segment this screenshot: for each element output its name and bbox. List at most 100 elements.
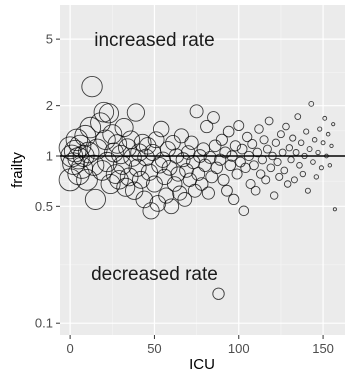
- y-tick-label: 1: [46, 148, 53, 163]
- data-point: [332, 207, 337, 212]
- data-point: [152, 120, 170, 138]
- data-point: [215, 133, 228, 146]
- data-point: [296, 161, 303, 169]
- annotation-increased-rate: increased rate: [94, 30, 214, 51]
- data-point: [125, 181, 144, 200]
- y-axis: 0.1 0.5 1 2 5: [35, 32, 60, 331]
- data-point: [294, 113, 302, 120]
- data-point: [331, 122, 336, 127]
- data-point: [221, 184, 233, 197]
- x-tick-label: 0: [67, 341, 74, 356]
- data-point: [299, 170, 307, 178]
- data-point: [329, 143, 334, 148]
- y-tick-label: 2: [46, 98, 53, 113]
- data-point: [170, 166, 186, 182]
- y-axis-title: frailty: [9, 152, 26, 188]
- data-point: [161, 159, 178, 176]
- data-point: [317, 126, 323, 132]
- data-point: [280, 166, 289, 175]
- x-axis-title: ICU: [189, 356, 215, 373]
- data-point: [285, 144, 293, 152]
- data-point: [313, 174, 320, 180]
- data-point: [95, 129, 116, 150]
- data-point: [266, 163, 276, 173]
- data-point: [175, 152, 191, 168]
- data-point: [194, 177, 209, 191]
- data-point: [200, 119, 214, 134]
- x-tick-label: 50: [147, 341, 161, 356]
- data-point: [289, 134, 297, 142]
- data-point: [247, 139, 258, 149]
- data-point: [256, 169, 266, 179]
- data-point: [254, 124, 264, 134]
- data-point: [273, 157, 282, 167]
- data-point: [250, 185, 261, 196]
- data-point: [100, 173, 121, 195]
- data-point: [173, 128, 189, 144]
- data-point: [283, 180, 292, 188]
- data-point: [203, 150, 217, 164]
- data-point: [177, 192, 193, 207]
- data-point: [166, 176, 183, 192]
- data-point: [212, 287, 225, 300]
- data-point: [325, 131, 331, 137]
- data-point: [123, 148, 142, 167]
- data-point: [297, 139, 305, 146]
- data-point: [275, 172, 284, 181]
- data-point: [207, 111, 220, 124]
- data-point: [114, 117, 134, 138]
- data-point: [271, 138, 280, 147]
- data-point: [236, 143, 248, 155]
- data-point: [306, 146, 313, 153]
- data-point: [163, 198, 180, 215]
- data-point: [102, 124, 123, 145]
- data-point: [264, 116, 274, 126]
- data-point: [304, 187, 311, 194]
- data-point: [184, 135, 199, 150]
- data-point: [242, 131, 253, 143]
- data-point: [315, 149, 321, 156]
- data-point: [262, 144, 272, 154]
- data-point: [97, 151, 118, 173]
- x-axis: 0 50 100 150: [67, 335, 334, 356]
- data-point: [327, 163, 333, 168]
- data-point: [151, 157, 168, 174]
- data-point: [111, 144, 131, 165]
- data-point: [98, 103, 119, 124]
- data-point: [322, 115, 328, 121]
- data-point: [126, 103, 145, 122]
- data-point: [84, 188, 106, 210]
- data-point: [233, 120, 245, 132]
- data-point: [107, 134, 128, 154]
- data-point: [320, 140, 326, 146]
- data-point: [219, 146, 232, 159]
- data-point: [249, 160, 259, 171]
- data-point: [259, 135, 269, 145]
- data-point: [67, 147, 90, 170]
- data-point: [224, 159, 237, 172]
- data-point: [208, 139, 222, 153]
- y-tick-label: 0.1: [35, 316, 53, 331]
- data-point: [282, 122, 290, 131]
- data-point: [116, 177, 136, 197]
- y-tick-label: 0.5: [35, 199, 53, 214]
- data-point: [238, 205, 250, 217]
- data-point: [137, 148, 155, 167]
- y-tick-label: 5: [46, 32, 53, 47]
- data-point: [310, 159, 316, 165]
- x-tick-label: 150: [312, 341, 334, 356]
- data-point: [189, 104, 204, 119]
- data-point: [269, 191, 279, 200]
- data-point: [201, 186, 215, 200]
- data-point: [191, 167, 206, 181]
- data-point: [147, 131, 165, 149]
- data-point: [290, 176, 298, 184]
- data-point: [133, 133, 152, 152]
- data-point: [311, 137, 318, 143]
- data-point: [140, 163, 159, 181]
- data-point: [228, 193, 240, 206]
- data-point: [222, 125, 235, 138]
- data-point: [308, 101, 315, 107]
- data-point: [77, 141, 100, 164]
- annotation-decreased-rate: decreased rate: [91, 264, 218, 285]
